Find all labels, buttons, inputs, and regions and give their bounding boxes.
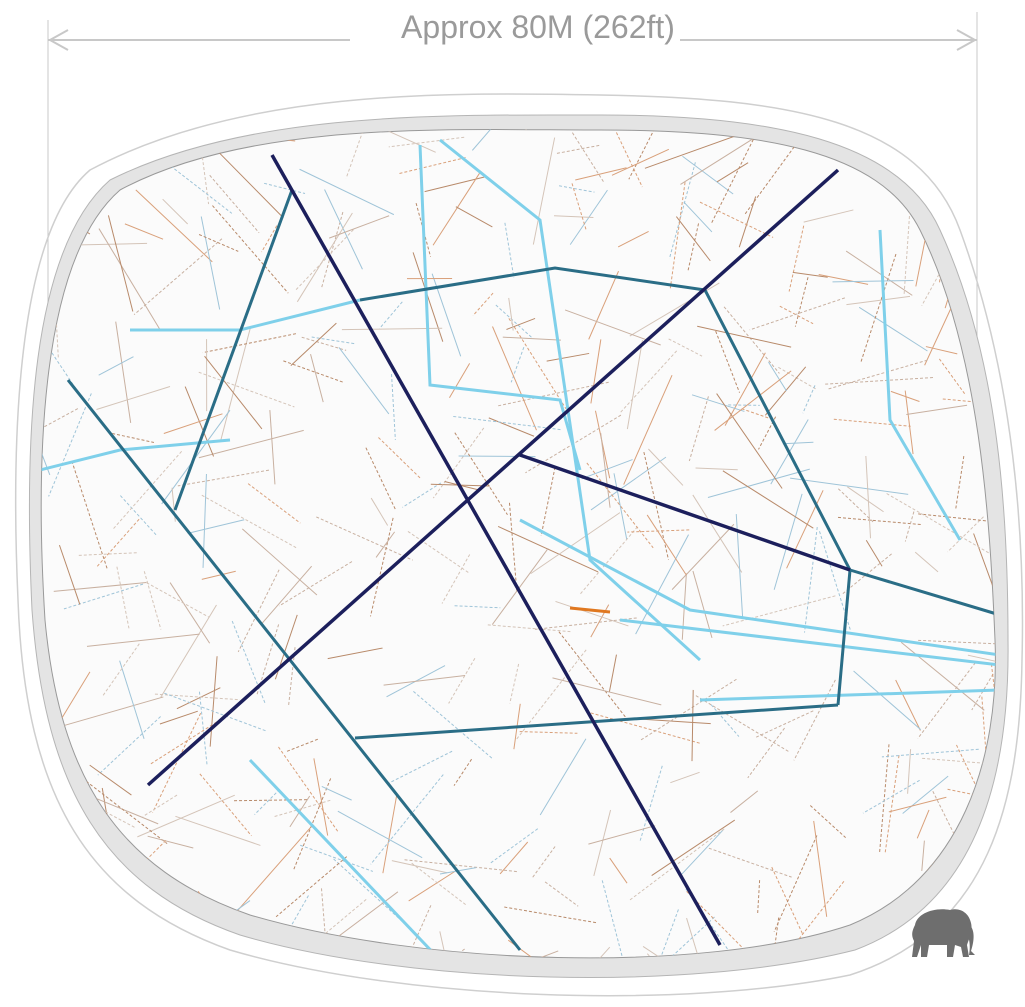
floor-area bbox=[41, 130, 995, 958]
fine-line bbox=[224, 932, 235, 979]
elephant bbox=[912, 909, 975, 957]
floor-plan: Approx 80M (262ft) bbox=[0, 0, 1025, 1007]
page: Approx 80M (262ft) bbox=[0, 0, 1025, 1007]
elephant-body bbox=[912, 909, 972, 957]
fine-line bbox=[55, 844, 84, 948]
fine-line bbox=[63, 963, 131, 1007]
fine-line bbox=[986, 138, 1003, 200]
fine-line bbox=[182, 944, 278, 959]
fine-line bbox=[975, 312, 1025, 332]
fine-line bbox=[0, 149, 45, 178]
fine-line bbox=[420, 972, 518, 1005]
fine-line bbox=[677, 972, 733, 1007]
fine-line bbox=[64, 907, 117, 920]
fine-line bbox=[87, 932, 160, 940]
dimension-label: Approx 80M (262ft) bbox=[401, 9, 675, 45]
